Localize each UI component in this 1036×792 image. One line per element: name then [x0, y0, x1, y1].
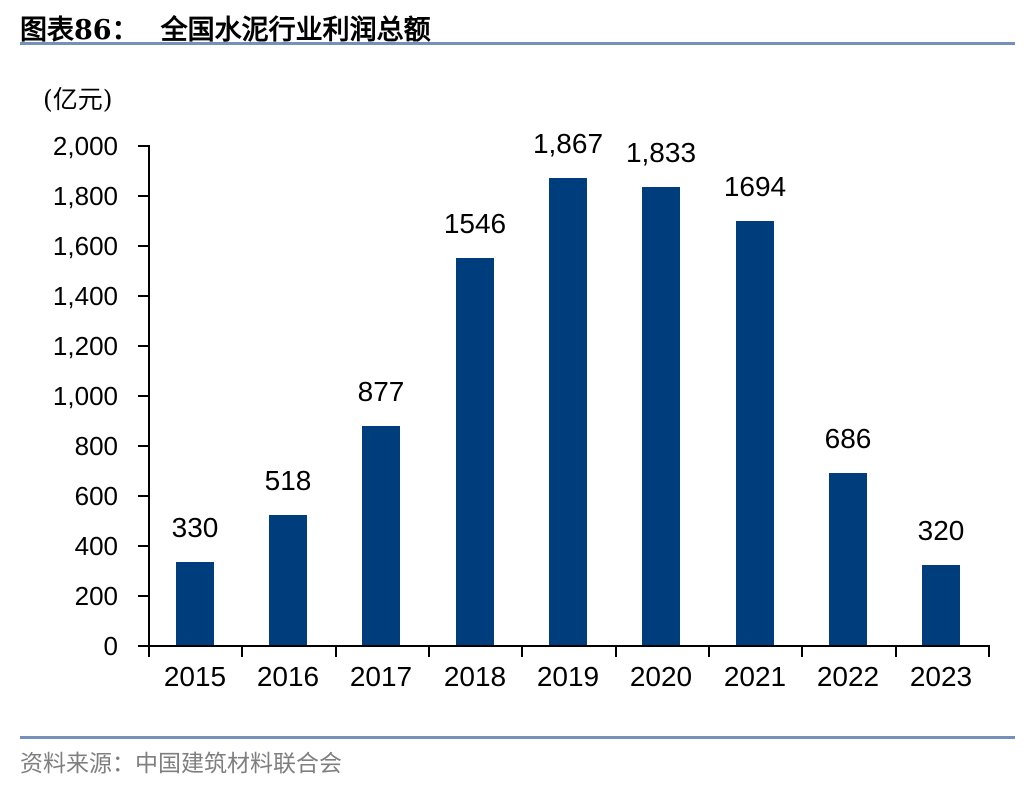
y-tick: [138, 345, 148, 347]
y-tick: [138, 395, 148, 397]
y-tick: [138, 545, 148, 547]
x-tick: [335, 647, 337, 657]
x-tick: [801, 647, 803, 657]
bar: [736, 221, 774, 645]
x-tick: [428, 647, 430, 657]
y-tick-label: 2,000: [52, 131, 118, 161]
bar: [549, 178, 587, 645]
x-axis-label: 2018: [443, 661, 507, 692]
y-tick: [138, 245, 148, 247]
y-axis-unit-label: (亿元): [43, 85, 113, 114]
bar-value-label: 877: [357, 376, 405, 407]
x-axis-label: 2020: [629, 661, 693, 692]
title-divider: [20, 42, 1015, 45]
figure-label: 图表86：: [20, 15, 139, 46]
y-tick-label: 600: [74, 481, 118, 511]
bar-value-label: 1,833: [625, 137, 697, 168]
x-axis-label: 2019: [536, 661, 600, 692]
y-tick: [138, 195, 148, 197]
figure-title-row: 图表86： 全国水泥行业利润总额: [20, 8, 431, 47]
x-axis-label: 2023: [909, 661, 973, 692]
x-axis-line: [148, 645, 990, 647]
x-axis-label: 2021: [723, 661, 787, 692]
y-tick: [138, 145, 148, 147]
y-tick-label: 1,800: [52, 181, 118, 211]
y-tick-label: 0: [103, 631, 118, 661]
bar: [642, 187, 680, 645]
footer-divider: [20, 736, 1015, 739]
bar-value-label: 1546: [443, 208, 507, 239]
x-tick: [148, 647, 150, 657]
x-tick: [895, 647, 897, 657]
y-tick: [138, 495, 148, 497]
bar-value-label: 518: [264, 465, 312, 496]
figure-title: 全国水泥行业利润总额: [160, 15, 431, 46]
x-tick: [708, 647, 710, 657]
y-tick: [138, 445, 148, 447]
bar: [362, 426, 400, 645]
x-tick: [988, 647, 990, 657]
y-tick-label: 800: [74, 431, 118, 461]
y-tick-label: 400: [74, 531, 118, 561]
source-note: 资料来源：中国建筑材料联合会: [20, 751, 342, 777]
bar: [456, 258, 494, 645]
y-tick: [138, 295, 148, 297]
x-axis-label: 2015: [163, 661, 227, 692]
x-tick: [521, 647, 523, 657]
y-tick-label: 1,000: [52, 381, 118, 411]
x-axis-label: 2022: [816, 661, 880, 692]
x-tick: [241, 647, 243, 657]
bar-value-label: 1,867: [532, 128, 604, 159]
x-tick: [615, 647, 617, 657]
bar: [269, 515, 307, 645]
y-tick-label: 1,200: [52, 331, 118, 361]
y-tick-label: 1,400: [52, 281, 118, 311]
bar-value-label: 330: [171, 512, 219, 543]
y-tick-label: 1,600: [52, 231, 118, 261]
bar: [922, 565, 960, 645]
y-axis-line: [148, 145, 150, 647]
bar-value-label: 320: [917, 515, 965, 546]
x-axis-label: 2017: [349, 661, 413, 692]
bar-value-label: 1694: [723, 171, 787, 202]
bar-value-label: 686: [824, 423, 872, 454]
bar: [176, 562, 214, 645]
y-tick: [138, 595, 148, 597]
x-axis-label: 2016: [256, 661, 320, 692]
y-tick: [138, 645, 148, 647]
bar: [829, 473, 867, 645]
y-tick-label: 200: [74, 581, 118, 611]
